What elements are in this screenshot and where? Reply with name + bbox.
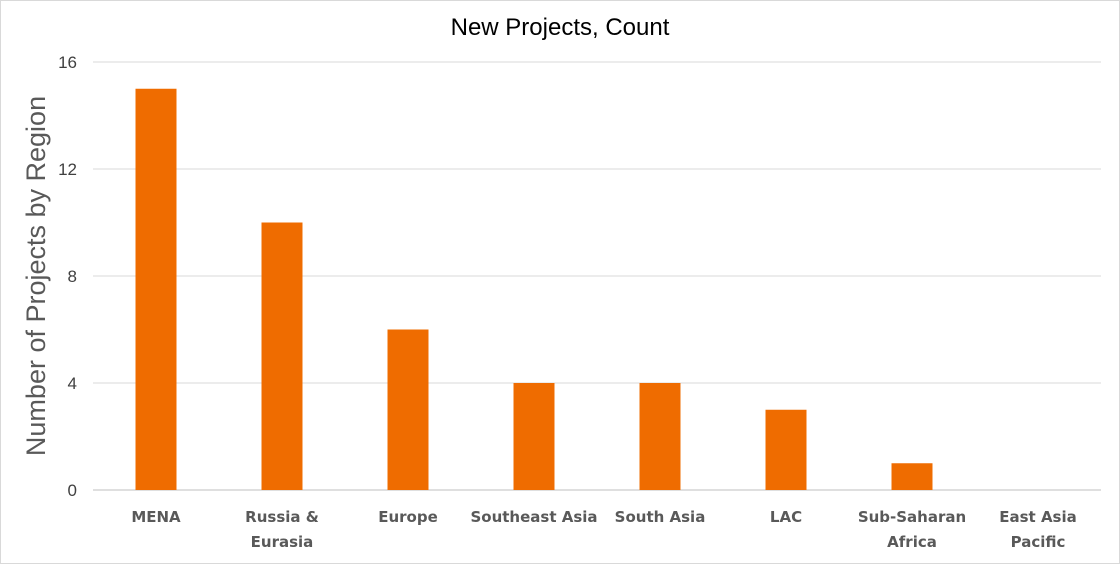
bar [387,329,429,490]
bars [135,88,933,490]
x-tick-label: Sub-Saharan [858,508,966,526]
chart-title: New Projects, Count [451,14,670,41]
x-tick-label: LAC [770,508,802,526]
y-tick-label: 0 [68,481,77,500]
x-tick-label: Europe [378,508,438,526]
bar [891,463,933,490]
y-tick-label: 16 [58,53,77,72]
x-tick-label: Southeast Asia [470,508,597,526]
x-tick-label: Russia & [245,508,319,526]
bar [639,383,681,490]
bar [513,383,555,490]
bar [261,222,303,490]
y-tick-label: 8 [68,267,77,286]
x-tick-labels: MENA Russia & Eurasia Europe Southeast Asia S… [131,508,1076,551]
x-tick-label: Africa [887,533,937,551]
x-tick-label: South Asia [615,508,706,526]
bar [765,409,807,490]
x-tick-label: MENA [131,508,181,526]
bar [135,88,177,490]
y-tick-label: 4 [68,374,77,393]
gridlines [93,61,1101,491]
x-tick-label: East Asia [999,508,1077,526]
x-tick-label: Eurasia [251,533,314,551]
y-axis-label: Number of Projects by Region [21,96,51,456]
y-tick-labels: 0 4 8 12 16 [58,53,77,500]
x-tick-label: Pacific [1011,533,1066,551]
y-tick-label: 12 [58,160,77,179]
